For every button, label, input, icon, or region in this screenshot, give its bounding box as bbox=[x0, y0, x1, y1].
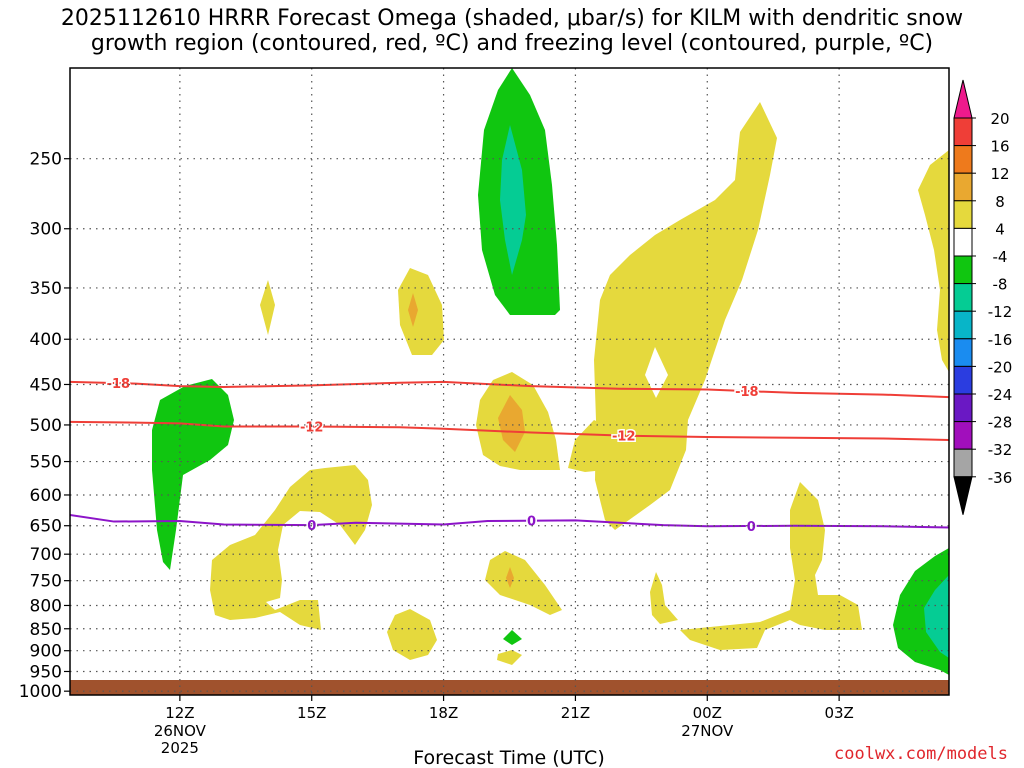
subsidence-19z-max bbox=[498, 395, 525, 452]
subsidence-18z-low bbox=[387, 609, 437, 660]
x-tick-12Z: 12Z bbox=[165, 704, 194, 722]
y-tick-300: 300 bbox=[30, 220, 62, 240]
y-tick-800: 800 bbox=[30, 596, 62, 616]
y-tick-250: 250 bbox=[30, 150, 62, 170]
colorbar-box bbox=[953, 421, 973, 450]
y-tick-500: 500 bbox=[30, 416, 62, 436]
colorbar-label--36: -36 bbox=[988, 469, 1013, 487]
surface-terrain bbox=[70, 680, 949, 695]
colorbar-box bbox=[953, 448, 973, 478]
contour-freezing-line bbox=[70, 513, 949, 529]
shaded-field: -18 -18 -12 -12 0 0 0 bbox=[70, 68, 949, 695]
small-ascent-spot bbox=[503, 630, 522, 645]
subsidence-lower-diagonal bbox=[568, 420, 615, 472]
colorbar-label--32: -32 bbox=[988, 441, 1013, 459]
y-tick-450: 450 bbox=[30, 375, 62, 395]
evening-ascent-max bbox=[924, 575, 949, 658]
title-line-2: growth region (contoured, red, ºC) and f… bbox=[90, 31, 934, 56]
contour-layer: -18 -18 -12 -12 0 0 0 bbox=[70, 376, 949, 537]
subsidence-upper-diagonal bbox=[594, 102, 777, 530]
title-line-1: 2025112610 HRRR Forecast Omega (shaded, … bbox=[60, 6, 964, 31]
x-tick-03Z: 03Z bbox=[824, 704, 853, 722]
grid bbox=[70, 68, 949, 695]
colorbar-box bbox=[953, 393, 973, 423]
subsidence-upper-spot bbox=[260, 280, 275, 335]
colorbar-bottom-arrow bbox=[953, 476, 973, 515]
y-tick-850: 850 bbox=[30, 620, 62, 640]
colorbar-label-20: 20 bbox=[990, 110, 1009, 128]
colorbar-label-4: 4 bbox=[995, 220, 1005, 238]
colorbar-box bbox=[953, 117, 973, 147]
x-axis-title: Forecast Time (UTC) bbox=[413, 747, 604, 768]
colorbar-label--12: -12 bbox=[988, 303, 1013, 321]
colorbar-label--16: -16 bbox=[988, 331, 1013, 349]
subsidence-upper-mid-max bbox=[408, 293, 418, 327]
colorbar-label--4: -4 bbox=[993, 248, 1008, 266]
x-tick-18Z: 18Z bbox=[429, 704, 458, 722]
contour-labels: -18 -18 -12 -12 0 0 0 bbox=[105, 376, 760, 537]
subsidence-19z-low-max bbox=[506, 567, 514, 588]
contour-label-0-2: 0 bbox=[747, 520, 756, 535]
subsidence-19z-low bbox=[485, 551, 562, 615]
y-tick-650: 650 bbox=[30, 517, 62, 537]
contour-minus18-line bbox=[70, 380, 949, 399]
x-tick-date-00Z: 27NOV bbox=[681, 722, 734, 740]
y-tick-550: 550 bbox=[30, 453, 62, 473]
y-tick-600: 600 bbox=[30, 486, 62, 506]
colorbar-box bbox=[953, 255, 973, 285]
x-tick-date-12Z: 26NOV bbox=[154, 722, 207, 740]
contour-label-0-1: 0 bbox=[527, 515, 536, 530]
contour-label--12-1: -12 bbox=[612, 430, 636, 445]
subsidence-hole bbox=[645, 347, 668, 398]
upper-ascent-max bbox=[500, 125, 526, 275]
subsidence-right-edge bbox=[918, 150, 949, 372]
colorbar-top-arrow bbox=[953, 79, 973, 119]
colorbar-box bbox=[953, 200, 973, 229]
contour-label--18-1: -18 bbox=[735, 385, 759, 400]
y-tick-1000: 1000 bbox=[19, 682, 62, 702]
y-tick-750: 750 bbox=[30, 572, 62, 592]
plot-frame bbox=[69, 67, 950, 696]
credit-link[interactable]: coolwx.com/models bbox=[834, 744, 1008, 764]
colorbar-label-16: 16 bbox=[990, 138, 1009, 156]
y-tick-950: 950 bbox=[30, 662, 62, 682]
colorbar-box bbox=[953, 283, 973, 312]
contour-label--12-0: -12 bbox=[300, 420, 324, 435]
chart-title: 2025112610 HRRR Forecast Omega (shaded, … bbox=[0, 6, 1024, 56]
y-axis: 2503003504004505005506006507007508008509… bbox=[19, 150, 70, 702]
contour-label-0-0: 0 bbox=[307, 519, 316, 534]
subsidence-22z-sliver bbox=[650, 572, 678, 624]
morning-ascent bbox=[152, 379, 234, 570]
colorbar-label--24: -24 bbox=[988, 386, 1013, 404]
colorbar-label--20: -20 bbox=[988, 358, 1013, 376]
y-tick-400: 400 bbox=[30, 330, 62, 350]
colorbar-label-8: 8 bbox=[995, 193, 1005, 211]
colorbar-box bbox=[953, 145, 973, 174]
subsidence-upper-mid bbox=[398, 268, 444, 355]
y-tick-350: 350 bbox=[30, 279, 62, 299]
y-tick-900: 900 bbox=[30, 642, 62, 662]
x-tick-00Z: 00Z bbox=[693, 704, 722, 722]
subsidence-19z-surface bbox=[497, 650, 522, 665]
colorbar-box bbox=[953, 365, 973, 395]
colorbar-box bbox=[953, 227, 973, 257]
colorbar-label--8: -8 bbox=[993, 276, 1008, 294]
colorbar-box bbox=[953, 338, 973, 367]
colorbar-label--28: -28 bbox=[988, 414, 1013, 432]
y-tick-700: 700 bbox=[30, 545, 62, 565]
subsidence-01z bbox=[680, 482, 862, 650]
x-tick-year-12Z: 2025 bbox=[161, 739, 199, 757]
colorbar: 20 16 12 8 4 -4 -8 -12 -16 -20 -24 -28 -32 -36 bbox=[953, 79, 1013, 515]
colorbar-box bbox=[953, 172, 973, 202]
contour-label--18-0: -18 bbox=[107, 377, 131, 392]
colorbar-label-12: 12 bbox=[990, 165, 1009, 183]
contour-minus12-line bbox=[70, 420, 949, 442]
colorbar-box bbox=[953, 310, 973, 340]
subsidence-midday bbox=[210, 465, 372, 630]
x-tick-15Z: 15Z bbox=[297, 704, 326, 722]
x-tick-21Z: 21Z bbox=[561, 704, 590, 722]
